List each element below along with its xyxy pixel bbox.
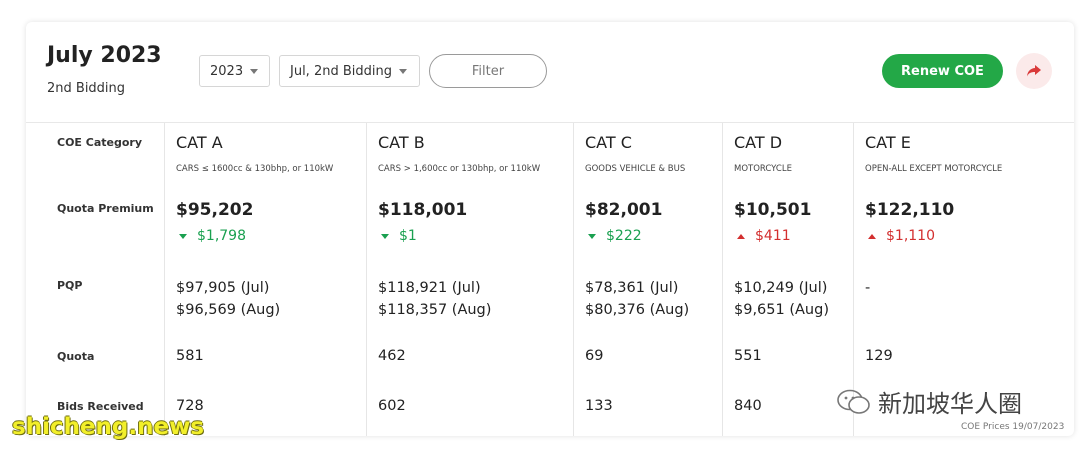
row-label-bids: Bids Received	[57, 400, 144, 413]
quota-premium: $10,501	[734, 200, 812, 220]
quota-premium: $122,110	[865, 200, 955, 220]
pqp-jul: $97,905 (Jul)	[176, 280, 270, 296]
watermark-text: 新加坡华人圈	[878, 390, 1022, 418]
premium-change-value: $411	[755, 228, 791, 244]
bidding-select[interactable]: Jul, 2nd Bidding	[279, 55, 420, 87]
category-name: CAT A	[176, 133, 223, 152]
premium-change-value: $1,798	[197, 228, 246, 244]
bids-received-value: 133	[585, 398, 613, 414]
category-description: MOTORCYCLE	[734, 164, 792, 174]
premium-change-value: $1	[399, 228, 417, 244]
row-label-column: COE Category Quota Premium PQP Quota Bid…	[26, 123, 165, 436]
category-column-cat-d: CAT D MOTORCYCLE $10,501 $411 $10,249 (J…	[723, 123, 854, 436]
bidding-select-value: Jul, 2nd Bidding	[290, 63, 392, 79]
wechat-icon	[837, 389, 870, 414]
wechat-watermark: 新加坡华人圈	[836, 384, 1022, 419]
chevron-down-icon	[398, 68, 407, 74]
renew-coe-button[interactable]: Renew COE	[882, 54, 1003, 88]
category-column-cat-a: CAT A CARS ≤ 1600cc & 130bhp, or 110kW $…	[165, 123, 367, 436]
arrow-up-icon	[737, 233, 745, 239]
quota-value: 551	[734, 348, 762, 364]
pqp-jul: $10,249 (Jul)	[734, 280, 828, 296]
bids-received-value: 602	[378, 398, 406, 414]
premium-change: $411	[734, 228, 791, 244]
category-name: CAT E	[865, 133, 911, 152]
premium-change: $1	[378, 228, 417, 244]
card-header: July 2023 2nd Bidding 2023 Jul, 2nd Bidd…	[26, 22, 1074, 122]
arrow-down-icon	[588, 233, 596, 239]
quota-value: 69	[585, 348, 604, 364]
quota-value: 581	[176, 348, 204, 364]
pqp-values: $118,921 (Jul) $118,357 (Aug)	[378, 277, 491, 321]
category-column-cat-c: CAT C GOODS VEHICLE & BUS $82,001 $222 $…	[574, 123, 723, 436]
arrow-down-icon	[381, 233, 389, 239]
pqp-jul: $118,921 (Jul)	[378, 280, 481, 296]
premium-change-value: $222	[606, 228, 642, 244]
premium-change: $222	[585, 228, 642, 244]
category-description: CARS ≤ 1600cc & 130bhp, or 110kW	[176, 164, 334, 174]
category-description: GOODS VEHICLE & BUS	[585, 164, 686, 174]
arrow-down-icon	[179, 233, 187, 239]
pqp-values: -	[865, 277, 870, 299]
quota-premium: $95,202	[176, 200, 254, 220]
share-icon	[1027, 65, 1041, 77]
page-subtitle: 2nd Bidding	[47, 81, 126, 96]
year-select[interactable]: 2023	[199, 55, 270, 87]
category-name: CAT B	[378, 133, 425, 152]
pqp-jul: $78,361 (Jul)	[585, 280, 679, 296]
filter-button[interactable]: Filter	[429, 54, 547, 88]
share-button[interactable]	[1016, 53, 1052, 89]
category-name: CAT D	[734, 133, 783, 152]
coe-table: COE Category Quota Premium PQP Quota Bid…	[26, 122, 1074, 436]
category-column-cat-e: CAT E OPEN-ALL EXCEPT MOTORCYCLE $122,11…	[854, 123, 1074, 436]
row-label-premium: Quota Premium	[57, 202, 154, 215]
pqp-aug: $9,651 (Aug)	[734, 302, 829, 318]
pqp-aug: $96,569 (Aug)	[176, 302, 281, 318]
chevron-down-icon	[250, 68, 259, 74]
category-column-cat-b: CAT B CARS > 1,600cc or 130bhp, or 110kW…	[367, 123, 574, 436]
category-name: CAT C	[585, 133, 632, 152]
quota-premium: $118,001	[378, 200, 468, 220]
pqp-values: $97,905 (Jul) $96,569 (Aug)	[176, 277, 280, 321]
bids-received-value: 728	[176, 398, 204, 414]
pqp-jul: -	[865, 280, 871, 296]
category-description: OPEN-ALL EXCEPT MOTORCYCLE	[865, 164, 1003, 174]
quota-value: 129	[865, 348, 893, 364]
year-select-value: 2023	[210, 63, 244, 79]
premium-change: $1,798	[176, 228, 246, 244]
pqp-values: $10,249 (Jul) $9,651 (Aug)	[734, 277, 829, 321]
quota-premium: $82,001	[585, 200, 663, 220]
pqp-aug: $118,357 (Aug)	[378, 302, 492, 318]
category-description: CARS > 1,600cc or 130bhp, or 110kW	[378, 164, 541, 174]
row-label-quota: Quota	[57, 350, 95, 363]
site-watermark: shicheng.news	[12, 414, 205, 440]
page-title: July 2023	[47, 43, 162, 68]
premium-change-value: $1,110	[886, 228, 935, 244]
arrow-up-icon	[868, 233, 876, 239]
pqp-values: $78,361 (Jul) $80,376 (Aug)	[585, 277, 689, 321]
coe-card: July 2023 2nd Bidding 2023 Jul, 2nd Bidd…	[26, 22, 1074, 436]
pqp-aug: $80,376 (Aug)	[585, 302, 690, 318]
bids-received-value: 840	[734, 398, 762, 414]
quota-value: 462	[378, 348, 406, 364]
footnote: COE Prices 19/07/2023	[961, 422, 1065, 432]
premium-change: $1,110	[865, 228, 935, 244]
row-label-pqp: PQP	[57, 279, 83, 292]
row-label-category: COE Category	[57, 136, 143, 149]
